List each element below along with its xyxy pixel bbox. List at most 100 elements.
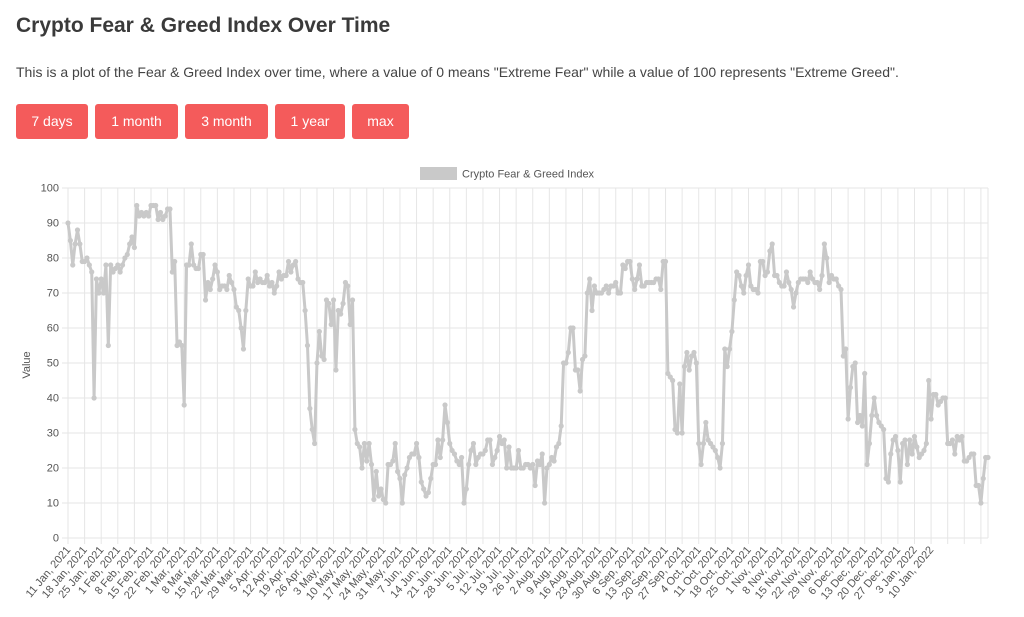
data-point[interactable] [736, 272, 742, 279]
data-point[interactable] [504, 465, 510, 471]
data-point[interactable] [338, 311, 344, 317]
data-point[interactable] [72, 241, 78, 247]
data-point[interactable] [357, 444, 363, 450]
data-point[interactable] [65, 220, 71, 226]
data-point[interactable] [840, 353, 846, 359]
data-point[interactable] [783, 269, 790, 275]
data-point[interactable] [98, 276, 104, 282]
data-point[interactable] [428, 475, 434, 482]
data-point[interactable] [546, 461, 552, 468]
data-point[interactable] [788, 286, 794, 293]
data-point[interactable] [181, 402, 187, 408]
data-point[interactable] [243, 307, 249, 314]
data-point[interactable] [790, 304, 797, 310]
data-point[interactable] [321, 356, 327, 363]
data-point[interactable] [712, 447, 718, 454]
data-point[interactable] [584, 290, 590, 296]
data-point[interactable] [100, 290, 107, 296]
data-point[interactable] [470, 440, 477, 447]
data-point[interactable] [378, 486, 384, 492]
data-point[interactable] [96, 290, 102, 296]
data-point[interactable] [463, 486, 469, 492]
data-point[interactable] [167, 206, 173, 212]
data-point[interactable] [236, 307, 242, 314]
data-point[interactable] [824, 255, 830, 261]
data-point[interactable] [933, 391, 939, 398]
data-point[interactable] [847, 384, 854, 391]
data-point[interactable] [693, 360, 699, 366]
data-point[interactable] [670, 377, 676, 384]
data-point[interactable] [293, 258, 299, 265]
data-point[interactable] [304, 342, 311, 349]
data-point[interactable] [392, 440, 398, 447]
data-point[interactable] [760, 258, 766, 265]
data-point[interactable] [558, 423, 564, 429]
data-point[interactable] [359, 465, 365, 471]
data-point[interactable] [629, 276, 635, 282]
data-point[interactable] [271, 290, 277, 296]
data-point[interactable] [577, 388, 583, 394]
data-point[interactable] [864, 461, 870, 468]
data-point[interactable] [482, 447, 488, 454]
data-point[interactable] [866, 440, 873, 447]
data-point[interactable] [153, 202, 159, 209]
data-point[interactable] [432, 461, 439, 468]
data-point[interactable] [300, 279, 306, 286]
data-point[interactable] [456, 461, 462, 468]
data-point[interactable] [447, 440, 453, 447]
data-point[interactable] [857, 412, 863, 419]
data-point[interactable] [366, 440, 372, 447]
data-point[interactable] [316, 328, 322, 335]
data-point[interactable] [240, 346, 247, 352]
data-point[interactable] [91, 395, 97, 401]
data-point[interactable] [437, 454, 443, 461]
data-point[interactable] [703, 419, 709, 426]
data-point[interactable] [172, 258, 178, 265]
data-point[interactable] [679, 430, 685, 436]
data-point[interactable] [496, 433, 503, 440]
data-point[interactable] [200, 251, 206, 258]
data-point[interactable] [146, 213, 152, 219]
data-point[interactable] [885, 479, 892, 485]
data-point[interactable] [468, 447, 474, 454]
data-point[interactable] [606, 290, 612, 296]
data-point[interactable] [902, 437, 908, 443]
data-point[interactable] [459, 454, 465, 461]
data-point[interactable] [805, 279, 811, 286]
data-point[interactable] [587, 276, 593, 282]
data-point[interactable] [340, 300, 346, 307]
data-point[interactable] [726, 346, 733, 352]
data-point[interactable] [814, 279, 820, 286]
data-point[interactable] [681, 363, 688, 370]
data-point[interactable] [781, 283, 787, 289]
data-point[interactable] [895, 447, 901, 454]
data-point[interactable] [881, 426, 887, 433]
data-point[interactable] [871, 395, 877, 401]
data-point[interactable] [86, 262, 92, 268]
data-point[interactable] [212, 262, 218, 268]
data-point[interactable] [371, 496, 377, 503]
data-point[interactable] [786, 279, 792, 286]
data-point[interactable] [105, 342, 111, 349]
data-point[interactable] [67, 237, 73, 244]
data-point[interactable] [210, 276, 216, 282]
data-point[interactable] [980, 475, 986, 482]
data-point[interactable] [817, 286, 823, 293]
data-point[interactable] [738, 283, 745, 289]
data-point[interactable] [873, 412, 880, 419]
data-point[interactable] [368, 461, 375, 468]
data-point[interactable] [909, 451, 915, 457]
data-point[interactable] [345, 283, 351, 289]
data-point[interactable] [862, 370, 868, 377]
data-point[interactable] [542, 500, 548, 506]
data-point[interactable] [506, 444, 512, 450]
data-point[interactable] [314, 360, 320, 366]
data-point[interactable] [892, 433, 899, 440]
data-point[interactable] [513, 465, 519, 471]
data-point[interactable] [838, 286, 844, 293]
data-point[interactable] [383, 500, 389, 506]
data-point[interactable] [188, 241, 194, 247]
data-point[interactable] [274, 283, 280, 289]
data-point[interactable] [352, 426, 358, 433]
data-point[interactable] [162, 213, 168, 219]
